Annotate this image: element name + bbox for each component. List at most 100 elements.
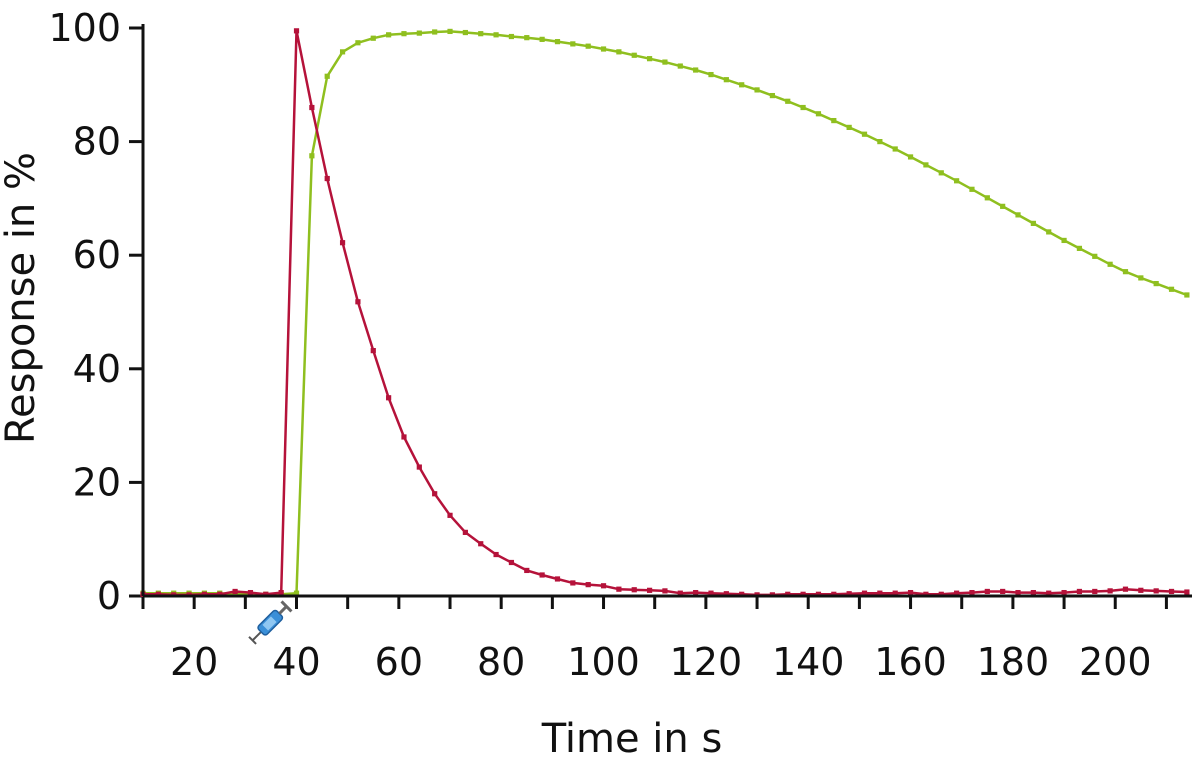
data-point xyxy=(785,98,791,104)
data-point xyxy=(739,591,745,597)
data-point xyxy=(355,40,361,46)
data-point xyxy=(278,589,284,596)
data-point xyxy=(785,591,791,597)
data-point xyxy=(769,92,775,99)
data-point xyxy=(1107,261,1113,267)
y-tick-label: 100 xyxy=(48,6,121,50)
x-tick-label: 200 xyxy=(1079,640,1152,684)
data-point xyxy=(815,591,822,597)
data-point xyxy=(677,63,683,69)
data-point xyxy=(585,582,591,588)
data-point xyxy=(232,588,238,595)
series-1 xyxy=(140,28,1190,597)
x-axis-title: Time in s xyxy=(541,716,723,762)
data-point xyxy=(754,87,760,93)
data-point xyxy=(263,591,269,597)
data-point xyxy=(831,591,837,597)
data-point xyxy=(339,240,346,246)
data-point xyxy=(600,583,607,589)
data-point xyxy=(386,395,392,401)
data-point xyxy=(1046,229,1052,235)
data-point xyxy=(447,28,453,35)
data-point xyxy=(938,170,944,176)
data-point xyxy=(293,28,300,34)
data-point xyxy=(554,576,561,582)
data-point xyxy=(739,82,745,88)
x-tick-label: 40 xyxy=(272,640,320,684)
data-point xyxy=(370,35,376,41)
y-axis-ticks: 0 20 40 60 80 100 xyxy=(48,6,143,618)
data-point xyxy=(662,588,668,594)
data-point xyxy=(524,35,530,41)
data-point xyxy=(1122,269,1129,275)
data-point xyxy=(631,52,637,58)
data-point xyxy=(723,591,729,597)
data-point xyxy=(217,591,223,597)
data-point xyxy=(831,117,837,124)
data-point xyxy=(462,29,468,36)
data-point xyxy=(1030,220,1036,226)
data-point xyxy=(693,67,699,73)
data-point xyxy=(155,591,161,597)
data-point xyxy=(1092,253,1098,259)
data-point xyxy=(1122,586,1129,592)
data-point xyxy=(616,586,622,592)
data-point xyxy=(693,589,699,596)
data-point xyxy=(370,348,376,354)
series-layer xyxy=(140,28,1190,598)
data-point xyxy=(877,590,883,596)
data-point xyxy=(877,139,883,145)
data-point xyxy=(708,590,714,596)
data-point xyxy=(861,590,868,596)
data-point xyxy=(201,591,208,597)
data-point xyxy=(954,590,960,596)
data-point xyxy=(1184,589,1190,595)
data-point xyxy=(1138,587,1144,593)
data-point xyxy=(386,32,392,38)
syringe-icon xyxy=(248,600,293,645)
y-tick-label: 80 xyxy=(73,120,121,164)
data-point xyxy=(1168,588,1175,595)
data-point xyxy=(1061,589,1067,596)
data-point xyxy=(861,131,868,137)
data-point xyxy=(631,587,637,593)
x-tick-label: 100 xyxy=(567,640,640,684)
y-tick-label: 60 xyxy=(73,233,121,277)
data-point xyxy=(984,588,990,595)
data-point xyxy=(247,589,254,596)
data-point xyxy=(324,73,330,79)
data-point xyxy=(401,434,407,440)
data-point xyxy=(846,124,852,130)
series-line xyxy=(143,30,1188,596)
y-tick-label: 40 xyxy=(73,347,121,391)
data-point xyxy=(1153,588,1159,594)
data-point xyxy=(309,153,315,159)
data-point xyxy=(1046,590,1052,596)
data-point xyxy=(570,41,576,47)
data-point xyxy=(508,559,515,566)
x-tick-label: 20 xyxy=(170,640,218,684)
data-point xyxy=(646,587,653,593)
data-point xyxy=(646,56,653,62)
x-tick-label: 80 xyxy=(477,640,525,684)
x-tick-label: 60 xyxy=(375,640,423,684)
data-point xyxy=(570,580,576,586)
data-point xyxy=(954,178,960,184)
data-point xyxy=(600,46,607,52)
data-point xyxy=(309,104,315,111)
data-point xyxy=(677,590,683,596)
x-axis-ticks: 20 40 60 80 100 120 140 160 180 200 xyxy=(141,596,1168,684)
data-point xyxy=(969,186,975,192)
data-point xyxy=(815,111,822,117)
x-tick-label: 120 xyxy=(670,640,743,684)
data-point xyxy=(508,33,515,40)
x-tick-label: 160 xyxy=(874,640,947,684)
data-point xyxy=(800,104,806,111)
data-point xyxy=(462,529,468,535)
data-point xyxy=(232,591,238,597)
data-point xyxy=(923,162,929,168)
data-point xyxy=(938,591,944,597)
data-point xyxy=(416,30,422,36)
data-point xyxy=(969,589,975,596)
